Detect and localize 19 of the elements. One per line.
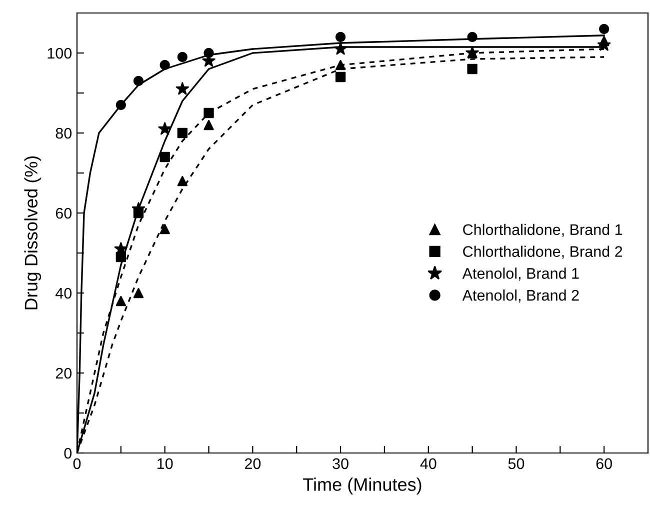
x-axis-title: Time (Minutes) — [303, 478, 422, 494]
y-tick-label: 20 — [56, 368, 72, 379]
x-tick-label: 50 — [508, 458, 524, 470]
legend-label: Chlorthalidone, Brand 2 — [463, 246, 622, 259]
y-tick-label: 0 — [64, 448, 72, 459]
x-tick-label: 10 — [158, 458, 173, 470]
y-tick-label: 80 — [56, 128, 72, 139]
y-tick-label: 100 — [48, 48, 72, 59]
x-tick-label: 20 — [244, 458, 261, 470]
x-tick-label: 0 — [73, 458, 81, 470]
legend-label: Atenolol, Brand 2 — [462, 290, 579, 303]
x-tick-label: 60 — [596, 458, 612, 470]
x-tick-label: 40 — [420, 458, 436, 470]
y-tick-label: 40 — [56, 288, 72, 299]
legend-label: Atenolol, Brand 1 — [462, 268, 579, 281]
y-tick-label: 60 — [56, 208, 72, 219]
y-axis-title: Drug Dissolved (%) — [24, 156, 42, 310]
x-tick-label: 30 — [332, 458, 348, 470]
legend-label: Chlorthalidone, Brand 1 — [463, 224, 622, 237]
